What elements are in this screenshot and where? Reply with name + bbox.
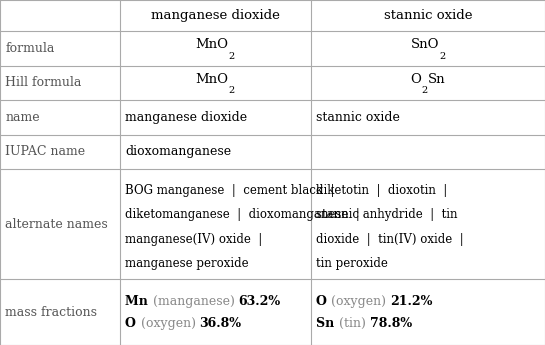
Text: tin peroxide: tin peroxide xyxy=(316,257,388,270)
Text: manganese(IV) oxide  |: manganese(IV) oxide | xyxy=(125,233,263,246)
Text: Hill formula: Hill formula xyxy=(5,76,82,89)
Text: mass fractions: mass fractions xyxy=(5,306,98,319)
Text: 2: 2 xyxy=(439,52,445,61)
Text: MnO: MnO xyxy=(196,38,229,51)
Text: dioxomanganese: dioxomanganese xyxy=(125,145,232,158)
Text: Sn: Sn xyxy=(428,73,445,86)
Text: 63.2%: 63.2% xyxy=(239,295,281,308)
Text: IUPAC name: IUPAC name xyxy=(5,145,86,158)
Text: manganese peroxide: manganese peroxide xyxy=(125,257,249,270)
Text: O: O xyxy=(125,317,141,329)
Text: Mn: Mn xyxy=(125,295,153,308)
Text: BOG manganese  |  cement black  |: BOG manganese | cement black | xyxy=(125,184,335,197)
Text: 36.8%: 36.8% xyxy=(199,317,241,329)
Text: 78.8%: 78.8% xyxy=(370,317,411,329)
Text: stannic oxide: stannic oxide xyxy=(384,9,472,22)
Text: name: name xyxy=(5,111,40,124)
Text: diketomanganese  |  dioxomanganese  |: diketomanganese | dioxomanganese | xyxy=(125,208,360,221)
Text: dioxide  |  tin(IV) oxide  |: dioxide | tin(IV) oxide | xyxy=(316,233,464,246)
Text: Sn: Sn xyxy=(316,317,339,329)
Text: O: O xyxy=(410,73,421,86)
Text: 2: 2 xyxy=(229,52,235,61)
Text: (tin): (tin) xyxy=(339,317,370,329)
Text: SnO: SnO xyxy=(410,38,439,51)
Text: stannic anhydride  |  tin: stannic anhydride | tin xyxy=(316,208,458,221)
Text: 21.2%: 21.2% xyxy=(390,295,433,308)
Text: (oxygen): (oxygen) xyxy=(141,317,199,329)
Text: manganese dioxide: manganese dioxide xyxy=(125,111,247,124)
Text: MnO: MnO xyxy=(196,73,229,86)
Text: (manganese): (manganese) xyxy=(153,295,239,308)
Text: (oxygen): (oxygen) xyxy=(331,295,390,308)
Text: 2: 2 xyxy=(229,86,235,95)
Text: manganese dioxide: manganese dioxide xyxy=(151,9,280,22)
Text: O: O xyxy=(316,295,331,308)
Text: 2: 2 xyxy=(421,86,428,95)
Text: stannic oxide: stannic oxide xyxy=(316,111,400,124)
Text: diketotin  |  dioxotin  |: diketotin | dioxotin | xyxy=(316,184,447,197)
Text: formula: formula xyxy=(5,42,55,55)
Text: alternate names: alternate names xyxy=(5,218,108,231)
